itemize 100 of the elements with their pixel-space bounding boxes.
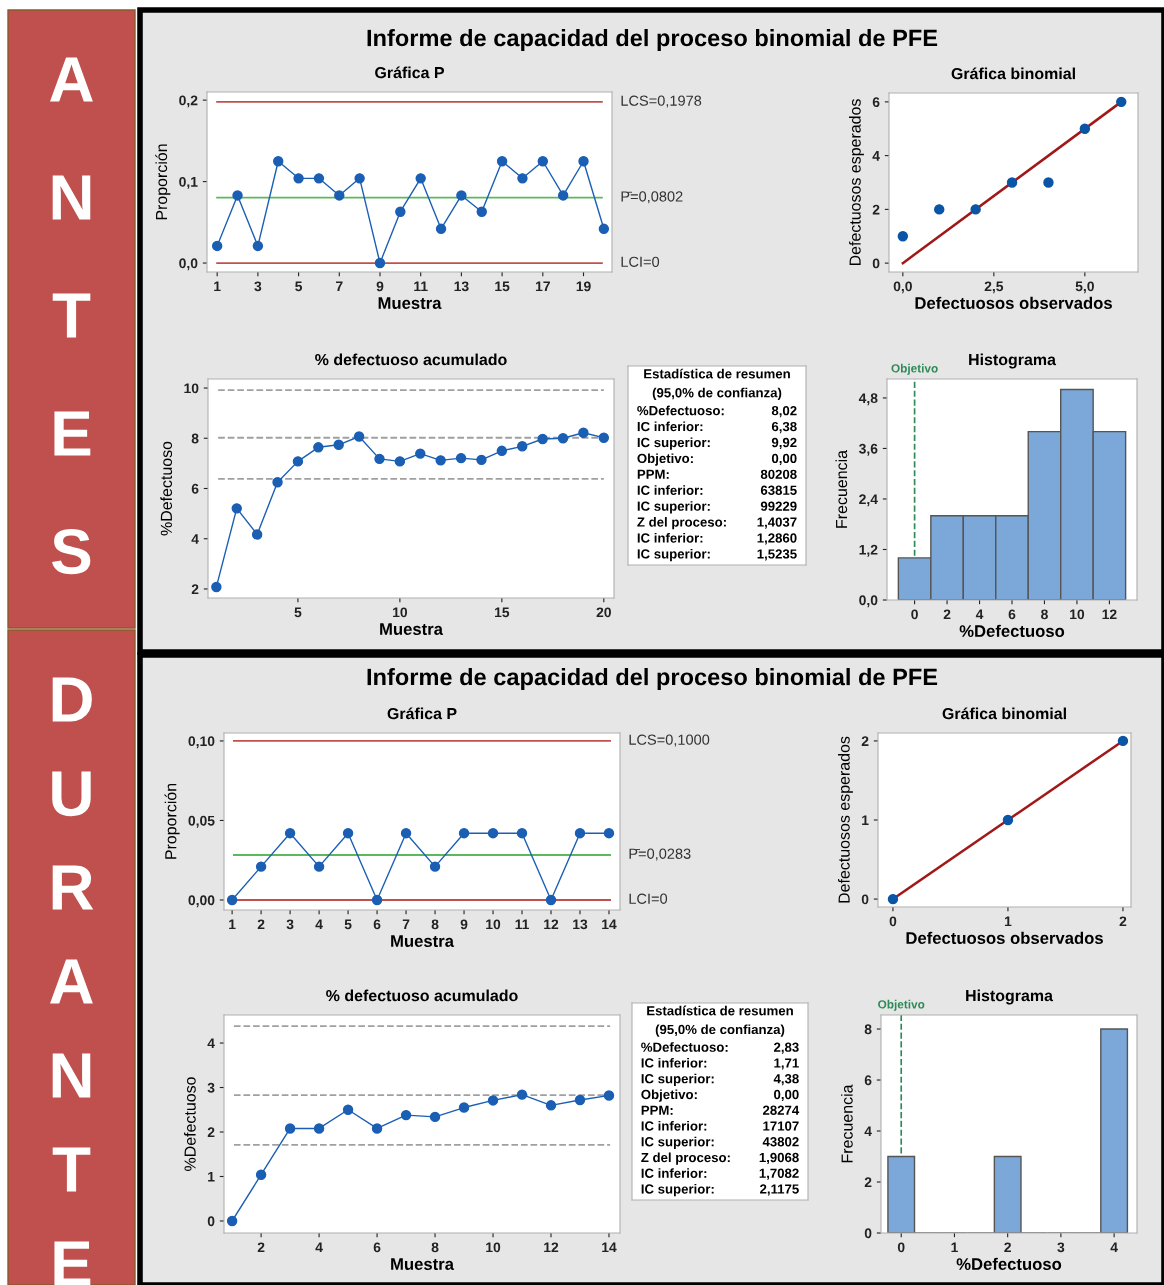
- y-axis-title: Defectuosos esperados: [849, 99, 864, 266]
- x-tick-label: 5: [344, 919, 352, 930]
- x-axis-title: Defectuosos observados: [915, 296, 1112, 309]
- point: [456, 190, 467, 201]
- text: IC inferior: 1,2860: [637, 532, 797, 545]
- point: [487, 827, 499, 839]
- text: %Defectuoso: 2,83: [641, 1042, 799, 1054]
- point: [516, 1089, 528, 1100]
- point: [272, 477, 283, 488]
- point: [292, 456, 304, 467]
- x-tick-label: 0: [889, 916, 897, 927]
- x-tick-label: 13: [573, 919, 588, 930]
- x-axis-title: %Defectuoso: [959, 624, 1065, 637]
- y-tick-label: 0,05: [188, 815, 215, 828]
- point: [537, 433, 548, 445]
- y-tick-label: 0,10: [188, 736, 215, 749]
- point: [353, 431, 365, 442]
- point: [429, 1111, 441, 1123]
- point: [897, 231, 909, 242]
- point: [516, 827, 528, 839]
- x-tick-label: 7: [402, 919, 410, 930]
- y-tick-label: 4: [191, 534, 199, 544]
- point: [371, 1123, 383, 1134]
- point: [557, 190, 569, 201]
- x-tick-label: 3: [1057, 1242, 1065, 1253]
- y-axis-title: %Defectuoso: [160, 441, 173, 536]
- y-tick-label: 0,1: [179, 176, 198, 189]
- y-axis-title: Defectuosos esperados: [838, 736, 853, 903]
- y-tick-label: 1: [208, 1171, 215, 1182]
- x-tick-label: 19: [576, 281, 591, 292]
- point: [374, 257, 386, 269]
- x-tick-label: 12: [1102, 609, 1117, 620]
- x-tick-label: 6: [373, 1242, 381, 1253]
- text: Objetivo: 0,00: [641, 1089, 799, 1102]
- chart-title: Gráfica P: [387, 707, 457, 720]
- point: [496, 445, 508, 457]
- point: [415, 173, 426, 184]
- x-tick-label: 3: [254, 281, 262, 292]
- point: [496, 156, 508, 167]
- x-tick-label: 4: [315, 1242, 323, 1253]
- point: [574, 1094, 586, 1106]
- text: Z del proceso: 1,4037: [637, 517, 797, 530]
- text: Objetivo: 0,00: [637, 453, 797, 466]
- y-tick-label: 1: [862, 815, 869, 826]
- point: [517, 441, 528, 452]
- point: [934, 204, 945, 215]
- y-tick-label: 0,0: [179, 258, 198, 271]
- y-tick-label: 2: [207, 1127, 215, 1138]
- text: IC superior: 2,1175: [641, 1184, 799, 1197]
- point: [458, 827, 470, 839]
- point: [255, 861, 267, 872]
- text: IC superior: 9,92: [637, 437, 797, 450]
- ref-line-label: LCS=0,1000: [629, 734, 710, 747]
- text: PPM: 28274: [641, 1105, 800, 1115]
- point: [537, 156, 549, 167]
- point: [313, 442, 324, 453]
- y-tick-label: 6: [864, 1075, 872, 1086]
- x-tick-label: 2: [1004, 1242, 1011, 1253]
- point: [313, 173, 325, 184]
- x-tick-label: 13: [454, 281, 469, 292]
- x-tick-label: 5: [294, 607, 302, 618]
- y-tick-label: 8: [191, 433, 199, 444]
- x-tick-label: 2: [257, 1242, 265, 1253]
- chart-title: % defectuoso acumulado: [326, 989, 518, 1002]
- x-tick-label: 3: [286, 919, 294, 930]
- x-axis-title: Muestra: [380, 623, 444, 635]
- x-axis-title: Muestra: [391, 935, 455, 947]
- y-tick-label: 2: [864, 1177, 872, 1188]
- x-tick-label: 12: [544, 1242, 559, 1253]
- point: [458, 1102, 470, 1113]
- point: [603, 827, 615, 839]
- x-tick-label: 14: [602, 1242, 617, 1253]
- x-tick-label: 4: [975, 609, 984, 620]
- x-tick-label: 15: [495, 607, 510, 618]
- x-tick-label: 15: [495, 281, 510, 292]
- point: [284, 1123, 296, 1134]
- y-tick-label: 2: [872, 204, 880, 215]
- y-axis-title: Proporción: [155, 144, 171, 220]
- text: (95,0% de confianza): [655, 1024, 785, 1037]
- chart-title: Gráfica binomial: [942, 707, 1066, 720]
- x-tick-label: 4: [315, 919, 323, 930]
- x-tick-label: 12: [544, 919, 559, 930]
- point: [557, 433, 569, 444]
- point: [1043, 177, 1054, 188]
- y-tick-label: 0: [207, 1216, 215, 1227]
- point: [1117, 735, 1129, 747]
- text: IC superior: 99229: [637, 501, 797, 514]
- y-tick-label: 0,0: [859, 595, 878, 608]
- x-tick-label: 1: [1004, 916, 1012, 927]
- point: [342, 827, 354, 839]
- y-axis-title: Proporción: [164, 783, 180, 859]
- y-tick-label: 0,2: [179, 95, 198, 108]
- point: [435, 223, 447, 235]
- text: DURANTE: [50, 677, 94, 1285]
- chart-title: Gráfica P: [375, 66, 445, 79]
- text: (95,0% de confianza): [652, 387, 782, 401]
- x-tick-label: 9: [376, 281, 384, 292]
- point: [231, 503, 242, 514]
- y-tick-label: 2,4: [859, 494, 878, 507]
- point: [517, 173, 528, 184]
